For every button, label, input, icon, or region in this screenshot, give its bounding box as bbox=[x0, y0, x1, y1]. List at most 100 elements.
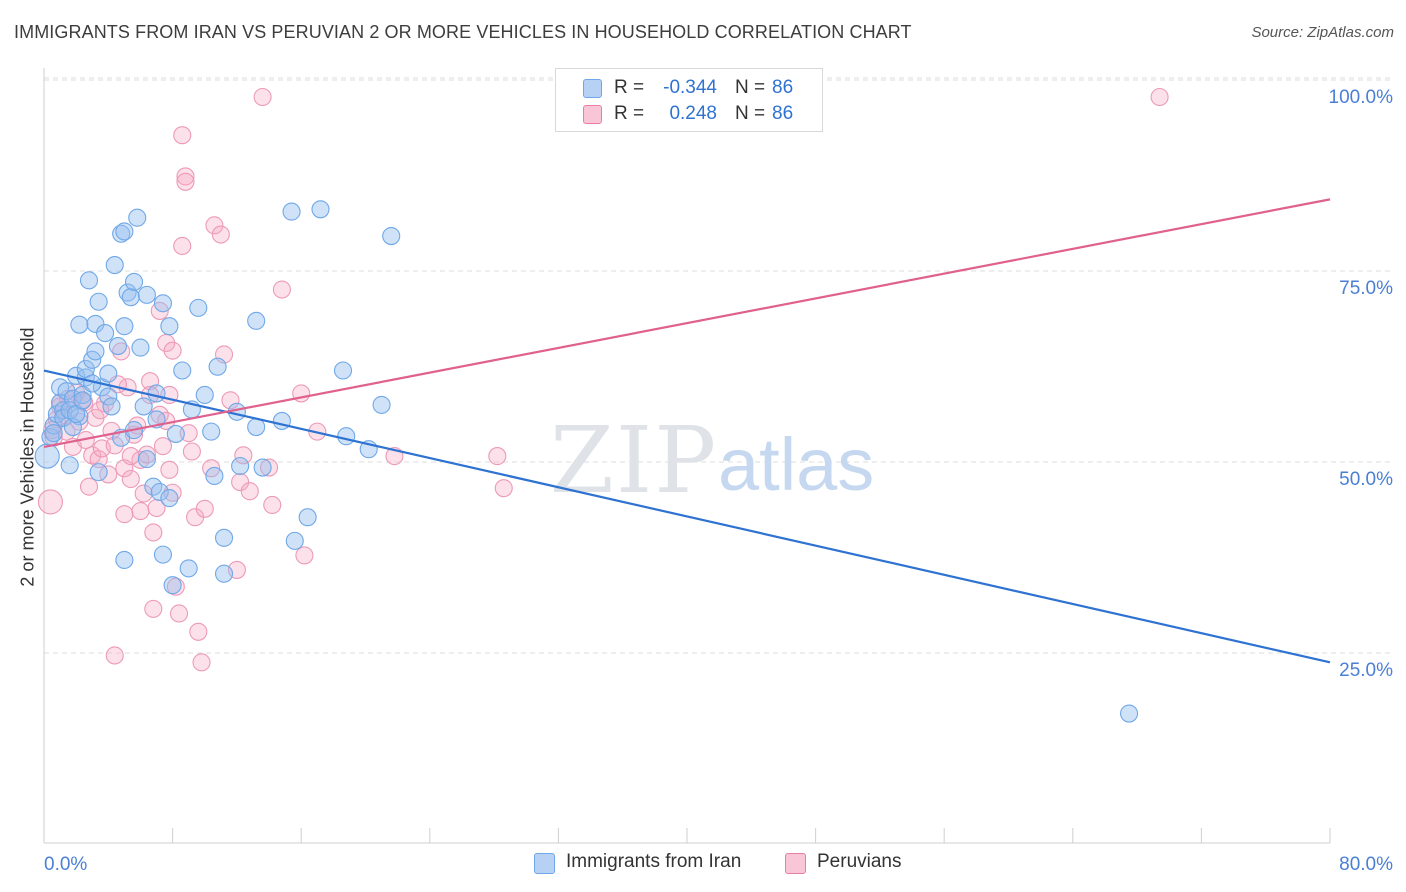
y-tick-label: 50.0% bbox=[1339, 469, 1393, 490]
iran-point bbox=[60, 456, 79, 475]
source-note: Source: ZipAtlas.com bbox=[1251, 24, 1394, 41]
peruvian-point bbox=[169, 604, 189, 623]
bottom-legend-swatch-iran bbox=[534, 853, 555, 874]
y-tick-label: 100.0% bbox=[1329, 87, 1394, 108]
legend-r-value-iran: -0.344 bbox=[663, 77, 717, 98]
peruvian-point bbox=[37, 489, 63, 515]
iran-point bbox=[150, 482, 169, 502]
iran-point bbox=[163, 576, 182, 595]
x-tick-label: 0.0% bbox=[44, 854, 87, 875]
peruvian-point bbox=[173, 126, 192, 145]
peruvian-point bbox=[121, 469, 140, 489]
watermark: ZIP atlas bbox=[550, 407, 874, 514]
iran-point bbox=[189, 298, 208, 317]
legend-r-value-peruvians: 0.248 bbox=[669, 103, 717, 124]
iran-point bbox=[34, 443, 60, 469]
iran-trend-line bbox=[43, 369, 1331, 664]
watermark-zip: ZIP bbox=[550, 407, 718, 514]
peruvian-point bbox=[494, 479, 513, 498]
iran-point bbox=[44, 416, 63, 435]
iran-point bbox=[70, 315, 89, 334]
peruvian-trend-line bbox=[43, 198, 1331, 448]
iran-point bbox=[282, 202, 301, 221]
peruvian-point bbox=[91, 401, 110, 420]
peruvian-point bbox=[79, 477, 99, 496]
iran-point bbox=[115, 222, 134, 241]
iran-point bbox=[1120, 704, 1139, 723]
peruvian-point bbox=[131, 502, 150, 521]
peruvian-point bbox=[112, 342, 131, 361]
legend-swatch-iran bbox=[583, 79, 602, 98]
iran-point bbox=[160, 317, 179, 336]
legend-swatch-peruvians bbox=[583, 105, 602, 124]
iran-point bbox=[208, 357, 227, 376]
iran-point bbox=[89, 463, 108, 482]
peruvian-point bbox=[173, 236, 192, 256]
iran-point bbox=[153, 545, 173, 564]
peruvian-point bbox=[137, 445, 156, 464]
chart-title: IMMIGRANTS FROM IRAN VS PERUVIAN 2 OR MO… bbox=[14, 22, 912, 42]
iran-point bbox=[63, 389, 82, 408]
iran-points bbox=[34, 200, 1139, 723]
iran-point bbox=[166, 424, 185, 443]
peruvian-point bbox=[195, 499, 214, 518]
legend-row-peruvians: R = 0.248 N = 86 bbox=[556, 103, 822, 129]
iran-point bbox=[99, 364, 118, 383]
peruvian-point bbox=[176, 167, 195, 186]
iran-point bbox=[86, 342, 105, 361]
iran-point bbox=[195, 385, 214, 405]
bottom-legend-label-iran: Immigrants from Iran bbox=[566, 851, 742, 872]
iran-point bbox=[298, 508, 317, 527]
correlation-legend: R = -0.344 N = 86 R = 0.248 N = 86 bbox=[555, 68, 823, 132]
iran-point bbox=[105, 256, 124, 275]
iran-point bbox=[202, 422, 221, 441]
axes bbox=[43, 68, 1331, 844]
legend-n-value-iran: 86 bbox=[772, 77, 794, 98]
legend-n-label: N = bbox=[735, 103, 766, 124]
iran-point bbox=[108, 337, 127, 356]
peruvian-point bbox=[221, 391, 240, 410]
iran-point bbox=[311, 200, 330, 219]
iran-point bbox=[73, 391, 92, 410]
iran-point bbox=[205, 466, 224, 485]
iran-point bbox=[134, 397, 153, 416]
iran-point bbox=[214, 528, 234, 547]
iran-point bbox=[79, 271, 99, 290]
y-tick-label: 75.0% bbox=[1339, 278, 1393, 299]
peruvian-point bbox=[234, 446, 253, 465]
iran-point bbox=[44, 424, 63, 443]
iran-point bbox=[285, 531, 304, 550]
legend-r-label: R = bbox=[614, 103, 645, 124]
x-tick-labels: 0.0% 80.0% bbox=[44, 854, 1393, 875]
iran-point bbox=[89, 292, 108, 311]
iran-point bbox=[214, 564, 234, 583]
legend-n-label: N = bbox=[735, 77, 766, 98]
peruvian-point bbox=[253, 87, 272, 107]
iran-point bbox=[124, 272, 144, 291]
iran-point bbox=[86, 314, 105, 333]
peruvian-point bbox=[182, 442, 201, 461]
iran-point bbox=[382, 226, 401, 246]
peruvian-point bbox=[144, 523, 163, 542]
iran-point bbox=[96, 324, 115, 343]
iran-point bbox=[137, 450, 156, 469]
iran-point bbox=[231, 456, 250, 476]
grid-lines bbox=[44, 77, 1392, 654]
peruvian-point bbox=[115, 505, 134, 524]
iran-point bbox=[253, 458, 272, 477]
peruvian-point bbox=[205, 216, 224, 235]
peruvian-point bbox=[1150, 87, 1169, 107]
iran-point bbox=[372, 395, 391, 414]
peruvian-point bbox=[163, 483, 182, 502]
iran-point bbox=[137, 285, 156, 304]
y-axis-label: 2 or more Vehicles in Household bbox=[17, 327, 38, 587]
y-tick-labels: 25.0% 50.0% 75.0% 100.0% bbox=[1329, 87, 1394, 681]
peruvian-point bbox=[240, 482, 259, 501]
iran-point bbox=[160, 489, 179, 508]
legend-row-iran: R = -0.344 N = 86 bbox=[556, 77, 822, 103]
peruvian-point bbox=[259, 458, 279, 477]
iran-point bbox=[247, 311, 266, 330]
peruvian-point bbox=[231, 473, 250, 492]
peruvian-point bbox=[134, 484, 153, 503]
